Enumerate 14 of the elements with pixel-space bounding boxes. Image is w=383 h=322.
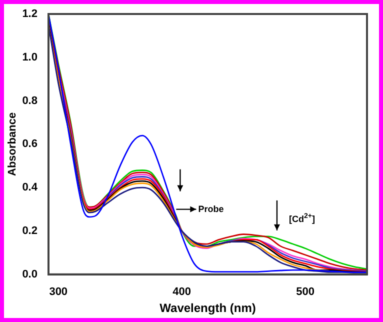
y-tick-label: 0.4 bbox=[22, 182, 38, 194]
annotation: Probe bbox=[198, 204, 224, 214]
x-tick-label: 500 bbox=[296, 286, 314, 298]
x-axis-title: Wavelength (nm) bbox=[160, 301, 256, 316]
x-tick-label: 300 bbox=[49, 286, 68, 298]
y-tick-label: 0.0 bbox=[22, 268, 38, 280]
annotation: [Cd$^{2+}$] bbox=[288, 212, 315, 224]
y-tick-label: 0.2 bbox=[22, 225, 38, 238]
y-tick-label: 1.2 bbox=[22, 8, 38, 20]
y-tick-label: 1.0 bbox=[22, 51, 38, 64]
y-tick-label: 0.6 bbox=[22, 138, 38, 150]
y-axis-title: Absorbance bbox=[6, 112, 19, 176]
x-tick-label: 400 bbox=[172, 286, 191, 298]
y-tick-label: 0.8 bbox=[22, 94, 38, 107]
